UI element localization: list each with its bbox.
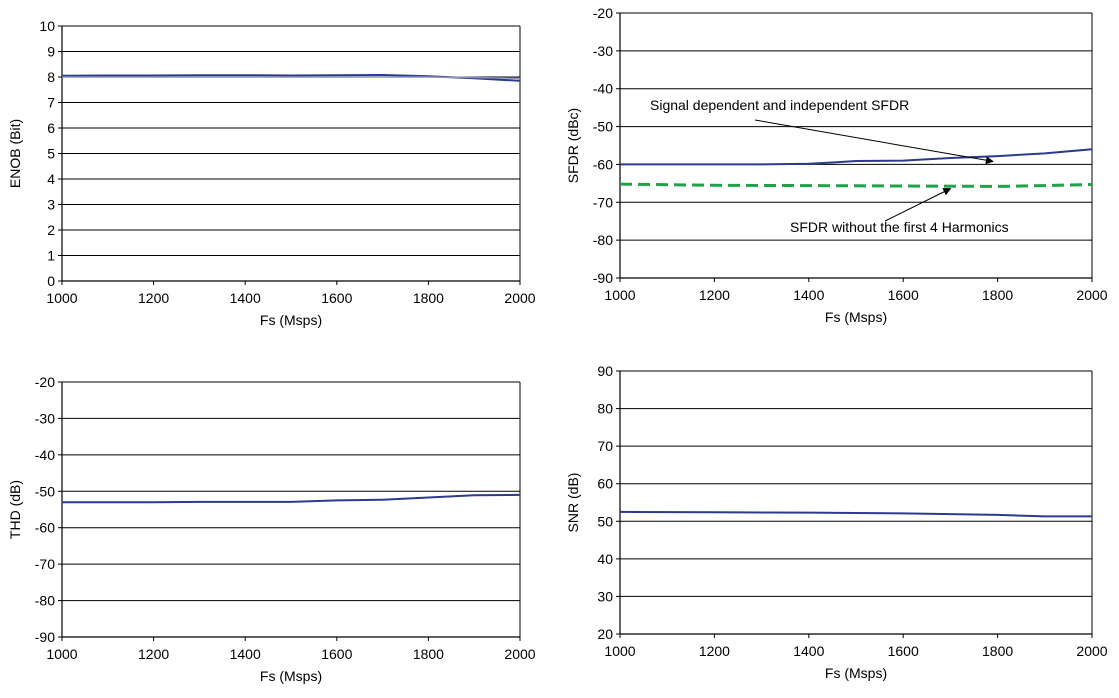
- y-tick-label: -40: [593, 81, 613, 97]
- annotation-label: SFDR without the first 4 Harmonics: [790, 219, 1009, 235]
- y-tick-label: 10: [39, 18, 55, 34]
- y-tick-label: 80: [597, 401, 613, 417]
- y-axis-title: SFDR (dBc): [565, 108, 581, 183]
- series-line: [620, 148, 1093, 166]
- y-axis-title: ENOB (Bit): [7, 119, 23, 188]
- y-tick-label: -20: [35, 374, 55, 390]
- x-tick-label: 1600: [888, 287, 919, 303]
- y-tick-label: -50: [593, 119, 613, 135]
- x-tick-label: 1600: [888, 643, 919, 659]
- y-tick-label: 60: [597, 476, 613, 492]
- x-tick-label: 2000: [1076, 287, 1107, 303]
- y-tick-label: -90: [35, 629, 55, 645]
- y-tick-label: 2: [47, 222, 55, 238]
- y-tick-label: -90: [593, 270, 613, 286]
- annotation-arrow: [884, 188, 952, 222]
- x-tick-label: 1200: [699, 287, 730, 303]
- y-tick-label: 5: [47, 146, 55, 162]
- y-tick-label: -20: [593, 5, 613, 21]
- x-tick-label: 1200: [138, 290, 169, 306]
- chart-3: -90 -80 -70 -60 -50 -40 -30 -20 1000 1200 1400 1600…: [7, 374, 536, 684]
- y-tick-label: -80: [593, 232, 613, 248]
- y-tick-label: 3: [47, 197, 55, 213]
- y-tick-label: 20: [597, 626, 613, 642]
- x-tick-label: 1000: [46, 290, 77, 306]
- y-tick-label: 40: [597, 551, 613, 567]
- x-tick-label: 2000: [504, 290, 535, 306]
- x-tick-label: 1200: [699, 643, 730, 659]
- chart-2: -90 -80 -70 -60 -50 -40 -30 -20 1000 1200 1400 1600…: [565, 5, 1108, 325]
- x-tick-label: 1600: [321, 290, 352, 306]
- y-axis-title: SNR (dB): [565, 473, 581, 533]
- y-tick-label: 6: [47, 120, 55, 136]
- x-tick-label: 1400: [793, 287, 824, 303]
- y-tick-label: -80: [35, 593, 55, 609]
- chart-1: 0 1 2 3 4 5 6 7 8 9 10 1000 1200 1400 1600 1800 2000 Fs (…: [7, 18, 536, 328]
- series-line: [619, 182, 1093, 188]
- y-tick-label: -30: [35, 410, 55, 426]
- chart-4: 20 30 40 50 60 70 80 90 1000 1200 1400 1600 1800 2000…: [565, 363, 1108, 681]
- x-tick-label: 1400: [793, 643, 824, 659]
- x-tick-label: 1400: [230, 290, 261, 306]
- y-axis-title: THD (dB): [7, 480, 23, 539]
- y-tick-label: -40: [35, 447, 55, 463]
- y-tick-label: 70: [597, 438, 613, 454]
- y-tick-label: -50: [35, 483, 55, 499]
- y-tick-label: 9: [47, 44, 55, 60]
- x-tick-label: 1000: [604, 287, 635, 303]
- series-line: [62, 76, 521, 80]
- y-tick-label: 90: [597, 363, 613, 379]
- y-tick-label: 0: [47, 273, 55, 289]
- y-tick-label: -60: [593, 156, 613, 172]
- x-tick-label: 2000: [504, 646, 535, 662]
- x-axis-title: Fs (Msps): [825, 309, 887, 325]
- x-tick-label: 1000: [46, 646, 77, 662]
- y-tick-label: 8: [47, 69, 55, 85]
- y-tick-label: -70: [35, 556, 55, 572]
- annotation-arrow: [754, 119, 994, 165]
- x-axis-title: Fs (Msps): [825, 665, 887, 681]
- y-tick-label: 30: [597, 588, 613, 604]
- x-tick-label: 1800: [413, 646, 444, 662]
- y-tick-label: -60: [35, 520, 55, 536]
- x-tick-label: 1400: [230, 646, 261, 662]
- x-tick-label: 1600: [321, 646, 352, 662]
- x-tick-label: 1000: [604, 643, 635, 659]
- annotation-label: Signal dependent and independent SFDR: [650, 97, 909, 113]
- y-tick-label: -70: [593, 194, 613, 210]
- x-tick-label: 1800: [982, 643, 1013, 659]
- y-tick-label: 7: [47, 95, 55, 111]
- series-line: [619, 510, 1092, 518]
- x-axis-title: Fs (Msps): [260, 668, 322, 684]
- y-tick-label: 1: [47, 248, 55, 264]
- x-tick-label: 2000: [1076, 643, 1107, 659]
- y-tick-label: 4: [47, 171, 55, 187]
- y-tick-label: -30: [593, 43, 613, 59]
- x-tick-label: 1800: [982, 287, 1013, 303]
- x-axis-title: Fs (Msps): [260, 312, 322, 328]
- series-line: [62, 493, 521, 504]
- x-tick-label: 1800: [413, 290, 444, 306]
- y-tick-label: 50: [597, 513, 613, 529]
- x-tick-label: 1200: [138, 646, 169, 662]
